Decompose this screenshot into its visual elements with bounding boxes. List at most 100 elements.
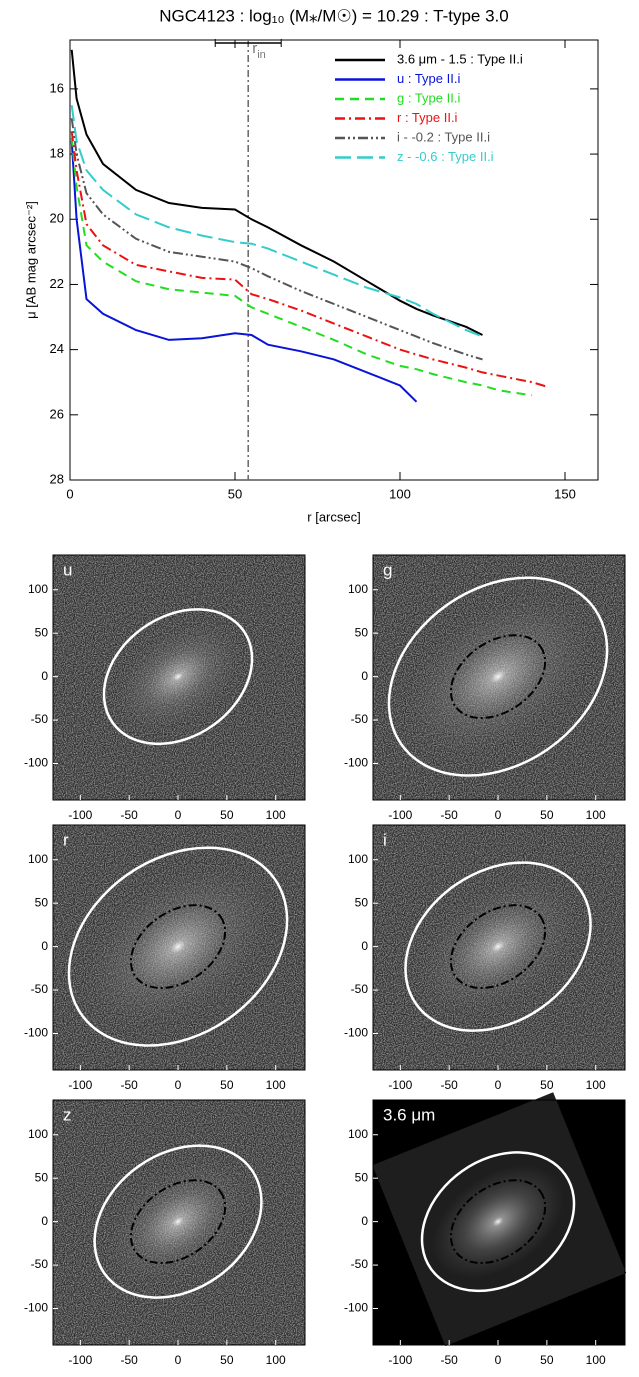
x-tick-label: 0 (495, 1078, 502, 1092)
series-line (70, 49, 483, 336)
legend-label: i - -0.2 : Type II.i (397, 129, 490, 144)
x-tick-label: -100 (68, 1078, 92, 1092)
annotation-label: rin (252, 40, 266, 61)
annotation-sub: in (257, 49, 266, 61)
image-panel: u 100 50 0 -50 -100 -100 -50 0 50 100 (24, 554, 306, 822)
y-tick-label: -50 (351, 712, 369, 726)
image-panel: r 100 50 0 -50 -100 -100 -50 0 50 100 (24, 824, 306, 1092)
y-tick-label: 16 (50, 80, 64, 95)
y-tick-label: 50 (35, 1170, 49, 1184)
outer-ellipse (420, 1151, 576, 1293)
x-tick-label: 100 (586, 1353, 606, 1367)
image-panel: i 100 50 0 -50 -100 -100 -50 0 50 100 (344, 824, 626, 1092)
y-tick-label: 0 (41, 1214, 48, 1228)
x-tick-label: 50 (540, 1353, 554, 1367)
panel-frame (372, 554, 626, 801)
x-tick-label: 100 (389, 486, 411, 501)
x-tick-label: -100 (68, 808, 92, 822)
x-tick-label: 100 (266, 1078, 286, 1092)
y-tick-label: -100 (24, 756, 48, 770)
x-tick-label: 50 (220, 1353, 234, 1367)
legend-label: z - -0.6 : Type II.i (397, 149, 494, 164)
y-tick-label: -50 (351, 982, 369, 996)
y-tick-label: 28 (50, 471, 64, 486)
y-tick-label: -100 (24, 1301, 48, 1315)
image-panel: g 100 50 0 -50 -100 -100 -50 0 50 100 (344, 554, 626, 822)
y-tick-label: 50 (355, 625, 369, 639)
y-tick-label: 26 (50, 406, 64, 421)
x-tick-label: 0 (66, 486, 73, 501)
panel-frame (52, 824, 306, 1071)
y-tick-label: 0 (41, 669, 48, 683)
y-tick-label: 18 (50, 146, 64, 161)
panel-frame (372, 1099, 626, 1346)
outer-ellipse (102, 608, 254, 746)
x-tick-label: -100 (388, 808, 412, 822)
x-tick-label: -50 (121, 1353, 139, 1367)
galaxy-glow (431, 1164, 565, 1279)
y-tick-label: -50 (31, 712, 49, 726)
inner-ellipse (449, 634, 547, 720)
y-tick-label: 50 (35, 625, 49, 639)
y-tick-label: 100 (348, 852, 368, 866)
inner-ellipse (449, 904, 547, 990)
y-tick-label: 50 (35, 895, 49, 909)
outer-ellipse (387, 576, 609, 777)
x-tick-label: 50 (220, 1078, 234, 1092)
outer-ellipse (404, 861, 592, 1032)
y-tick-label: 50 (355, 1170, 369, 1184)
series-line (70, 137, 533, 397)
image-panel: 3.6 μm 100 50 0 -50 -100 -100 -50 0 50 100 (344, 1092, 627, 1367)
panel-label: r (63, 830, 69, 849)
y-tick-label: -50 (31, 1257, 49, 1271)
panel-frame (52, 554, 306, 801)
x-tick-label: 150 (554, 486, 576, 501)
y-tick-label: 0 (361, 669, 368, 683)
inner-ellipse (449, 1179, 547, 1265)
x-tick-label: -50 (121, 1078, 139, 1092)
x-tick-label: 50 (540, 1078, 554, 1092)
panel-label: g (383, 560, 392, 579)
y-tick-label: -100 (344, 1026, 368, 1040)
chart-title: NGC4123 : log₁₀ (M⁎/M☉) = 10.29 : T-type… (159, 6, 508, 25)
series-line (70, 131, 549, 389)
y-tick-label: 100 (348, 582, 368, 596)
x-tick-label: 0 (495, 1353, 502, 1367)
galaxy-glow (105, 1159, 251, 1285)
plot-frame (69, 39, 599, 481)
galaxy-glow (403, 595, 593, 759)
y-tick-label: 100 (28, 582, 48, 596)
x-axis-label: r [arcsec] (307, 509, 360, 524)
galaxy-glow (417, 877, 579, 1016)
x-tick-label: 0 (175, 1353, 182, 1367)
y-tick-label: -100 (344, 1301, 368, 1315)
x-tick-label: 0 (495, 808, 502, 822)
y-tick-label: 24 (50, 341, 64, 356)
x-tick-label: -50 (441, 1353, 459, 1367)
x-tick-label: 100 (266, 1353, 286, 1367)
series-line (70, 140, 418, 403)
galaxy-glow (83, 865, 273, 1029)
x-tick-label: -50 (441, 808, 459, 822)
inner-ellipse (129, 904, 227, 990)
image-panel: z 100 50 0 -50 -100 -100 -50 0 50 100 (24, 1099, 306, 1367)
y-tick-label: -50 (31, 982, 49, 996)
y-axis-label: μ [AB mag arcsec⁻²] (23, 201, 38, 319)
x-tick-label: 100 (586, 808, 606, 822)
inner-ellipse (129, 1179, 227, 1265)
panel-label: u (63, 560, 72, 579)
legend-label: 3.6 μm - 1.5 : Type II.i (397, 51, 523, 66)
panel-label: i (383, 830, 387, 849)
legend-label: u : Type II.i (397, 71, 460, 86)
y-tick-label: -100 (24, 1026, 48, 1040)
panel-label: 3.6 μm (383, 1105, 435, 1124)
x-tick-label: -100 (388, 1353, 412, 1367)
x-tick-label: 0 (175, 808, 182, 822)
panel-label: z (63, 1105, 72, 1124)
galaxy-glow (113, 621, 243, 732)
panel-frame (372, 824, 626, 1071)
y-tick-label: 100 (28, 852, 48, 866)
series-line (70, 118, 483, 361)
x-tick-label: -100 (388, 1078, 412, 1092)
